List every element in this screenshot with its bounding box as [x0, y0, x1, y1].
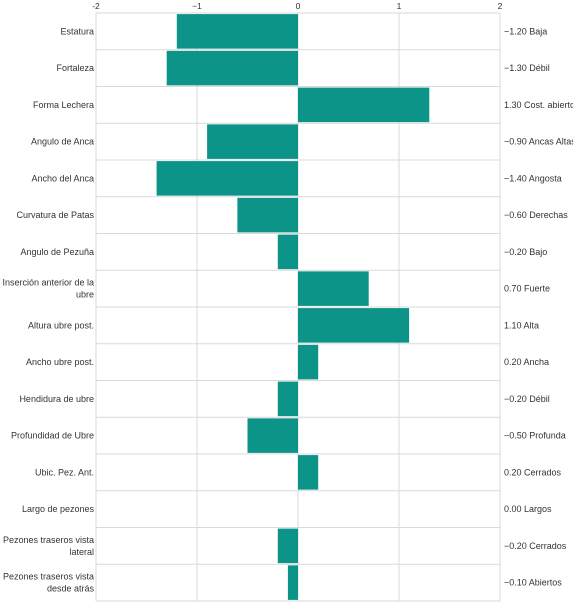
value-label: −1.20 Baja [504, 26, 547, 36]
category-label: Altura ubre post. [28, 320, 94, 330]
value-label: 1.30 Cost. abierto [504, 100, 573, 110]
x-tick-label: 2 [498, 1, 503, 11]
bar [277, 381, 298, 417]
bar [298, 271, 369, 306]
value-label: 0.20 Cerrados [504, 467, 562, 477]
value-label: 0.00 Largos [504, 504, 552, 514]
category-label: Ancho ubre post. [26, 357, 94, 367]
value-label: −0.20 Bajo [504, 247, 547, 257]
value-label: −0.90 Ancas Altas [504, 137, 573, 147]
category-label: Ubic. Pez. Ant. [35, 467, 94, 477]
bar [176, 14, 298, 49]
bar [207, 124, 298, 159]
x-tick-label: -2 [92, 1, 100, 11]
category-label: Curvatura de Patas [16, 210, 94, 220]
category-label: Fortaleza [56, 63, 94, 73]
x-tick-label: 0 [296, 1, 301, 11]
bar [298, 455, 319, 490]
x-tick-label: −1 [192, 1, 202, 11]
value-label: −1.40 Angosta [504, 173, 562, 183]
value-label: −1.30 Débil [504, 63, 550, 73]
category-label: Ancho del Anca [31, 173, 94, 183]
value-label: −0.10 Abiertos [504, 578, 562, 588]
category-label: Forma Lechera [33, 100, 94, 110]
category-label: Estatura [60, 26, 94, 36]
bar [237, 197, 298, 233]
category-label: Largo de pezones [22, 504, 95, 514]
bar [298, 308, 410, 343]
bar [298, 344, 319, 380]
value-label: −0.60 Derechas [504, 210, 568, 220]
category-label: Pezones traseros vista [3, 535, 94, 545]
category-label: Angulo de Anca [31, 137, 94, 147]
category-label: desde atrás [47, 584, 95, 594]
value-label: 0.20 Ancha [504, 357, 549, 367]
value-label: 1.10 Alta [504, 320, 539, 330]
bar [298, 87, 430, 123]
category-label: Pezones traseros vista [3, 572, 94, 582]
category-label: Profundidad de Ubre [11, 431, 94, 441]
value-label: 0.70 Fuerte [504, 284, 550, 294]
bar [287, 565, 298, 600]
category-label: lateral [69, 547, 94, 557]
value-label: −0.20 Débil [504, 394, 550, 404]
bar [277, 528, 298, 564]
bar [247, 418, 298, 453]
category-label: ubre [76, 290, 94, 300]
category-label: Hendidura de ubre [19, 394, 94, 404]
x-tick-label: 1 [397, 1, 402, 11]
category-label: Angulo de Pezuña [20, 247, 94, 257]
bar [166, 50, 298, 86]
bar [156, 161, 298, 196]
value-label: −0.20 Cerrados [504, 541, 567, 551]
value-label: −0.50 Profunda [504, 431, 566, 441]
bar [277, 234, 298, 270]
category-label: Inserción anterior de la [2, 278, 94, 288]
